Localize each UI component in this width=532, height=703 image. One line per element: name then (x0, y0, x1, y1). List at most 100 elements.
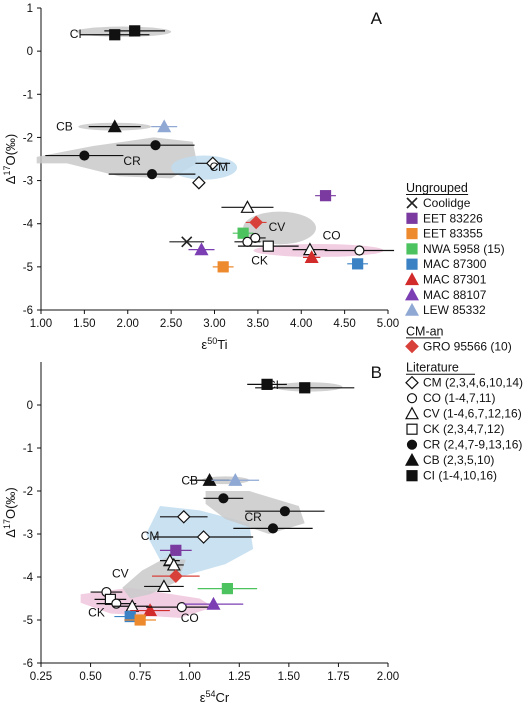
point-cm (176, 509, 191, 524)
group-label: CB (56, 120, 73, 134)
x-tick-label: 3.50 (247, 318, 269, 330)
legend-label: CO (1-4,7,11) (423, 391, 495, 405)
group-label: CI (70, 27, 82, 41)
point-coolidge (181, 236, 193, 248)
legend-label: MAC 87300 (423, 257, 487, 271)
point-cv (156, 579, 171, 593)
point-ci (129, 25, 141, 37)
group-label: CV (269, 220, 286, 234)
point-eet-83355 (217, 261, 229, 273)
point-cm (192, 175, 206, 190)
y-axis-label: Δ17O(‰) (2, 487, 18, 537)
point-eet-83226 (319, 190, 332, 202)
point-ci (109, 29, 121, 41)
legend-icon (404, 302, 420, 316)
group-label: CB (181, 473, 198, 487)
x-tick-label: 1.25 (228, 671, 250, 683)
legend-label: EET 83355 (423, 227, 483, 241)
y-tick-label: -2 (23, 486, 33, 498)
legend-label: LEW 85332 (423, 303, 486, 317)
x-tick-label: 0.50 (79, 671, 101, 683)
cr-field (36, 137, 198, 179)
x-tick-label: 1.50 (73, 318, 95, 330)
panel-a: 1.00 1.50 2.00 2.50 3.00 3.50 4.00 4.50 5.00 1 0 -1… (2, 3, 399, 352)
x-tick-label: 2.50 (160, 318, 182, 330)
x-tick-label: 1.75 (327, 671, 349, 683)
legend-label: EET 83226 (423, 211, 483, 225)
point-co (176, 601, 187, 613)
group-label: CV (112, 567, 129, 581)
legend-icon (404, 287, 420, 301)
point-cv (240, 200, 255, 213)
point-cr (218, 493, 229, 504)
panel-letter: A (371, 9, 383, 28)
panel-b: 0.25 0.50 0.75 1.00 1.25 1.50 1.75 2.00 0 -1 -2 -3 -… (2, 362, 399, 703)
point-lew-85332 (157, 119, 172, 133)
y-tick-label: -4 (23, 572, 34, 584)
point-nwa-5958 (221, 583, 233, 595)
legend-icon (406, 212, 418, 224)
legend-icon (406, 243, 418, 255)
y-tick-label: 1 (27, 3, 33, 15)
group-label: CO (323, 228, 341, 242)
legend-icon (404, 272, 420, 286)
legend-label: GRO 95566 (10) (423, 339, 512, 353)
x-tick-label: 1.50 (278, 671, 300, 683)
y-tick-label: -3 (23, 529, 33, 541)
cr-field (205, 491, 305, 534)
x-tick-label: 3.00 (203, 318, 225, 330)
group-label: CO (181, 611, 199, 625)
point-cr (267, 523, 279, 534)
legend-label: CM (2,3,4,6,10,14) (423, 376, 523, 390)
group-label: CM (210, 160, 229, 174)
legend-icon (405, 339, 419, 354)
legend-label: CR (2,4,7-9,13,16) (423, 438, 522, 452)
y-tick-label: 0 (27, 400, 33, 412)
point-co (354, 245, 365, 256)
point-mac-88107 (206, 596, 221, 610)
x-tick-label: 0.25 (30, 671, 52, 683)
legend-label: CV (1-4,6,7,12,16) (423, 407, 522, 421)
point-cr (279, 506, 290, 517)
point-cr (79, 150, 90, 161)
point-mac-87301 (304, 250, 319, 263)
point-mac-87301 (143, 603, 158, 617)
y-tick-label: -6 (23, 305, 33, 317)
legend-label: MAC 87301 (423, 273, 487, 287)
x-tick-label: 1.00 (30, 318, 52, 330)
x-tick-label: 1.00 (179, 671, 201, 683)
group-label: CI (267, 378, 279, 392)
legend-icon (406, 258, 418, 270)
point-cv (166, 557, 181, 571)
legend-label: NWA 5958 (15) (423, 242, 505, 256)
y-tick-label: -1 (23, 89, 33, 101)
legend-icon (406, 228, 418, 240)
point-nwa-5958 (237, 227, 249, 239)
legend-label: CK (2,3,4,7,12) (423, 422, 504, 436)
point-co (242, 236, 253, 247)
x-tick-label: 4.50 (333, 318, 355, 330)
point-cr (150, 140, 161, 151)
point-cm (196, 530, 211, 544)
point-cm (205, 156, 220, 171)
legend-icon (406, 470, 418, 482)
point-mac-87300 (352, 258, 364, 270)
legend-label: CI (1-4,10,16) (423, 469, 497, 483)
point-gro-95566 (249, 215, 263, 230)
point-mac-88107 (194, 242, 209, 256)
point-eet-83355 (134, 614, 146, 626)
y-tick-label: -3 (23, 176, 33, 188)
legend-icon (406, 393, 418, 404)
point-lew-85332 (228, 472, 243, 486)
legend-icon (406, 423, 418, 435)
y-tick-label: -5 (23, 262, 33, 274)
group-label: CR (123, 154, 141, 168)
point-cb (107, 119, 122, 133)
point-eet-83226 (170, 544, 182, 556)
legend-heading-cman: CM-an (406, 324, 444, 338)
x-tick-label: 2.00 (117, 318, 139, 330)
legend-label: MAC 88107 (423, 288, 487, 302)
x-tick-label: 2.00 (377, 671, 399, 683)
